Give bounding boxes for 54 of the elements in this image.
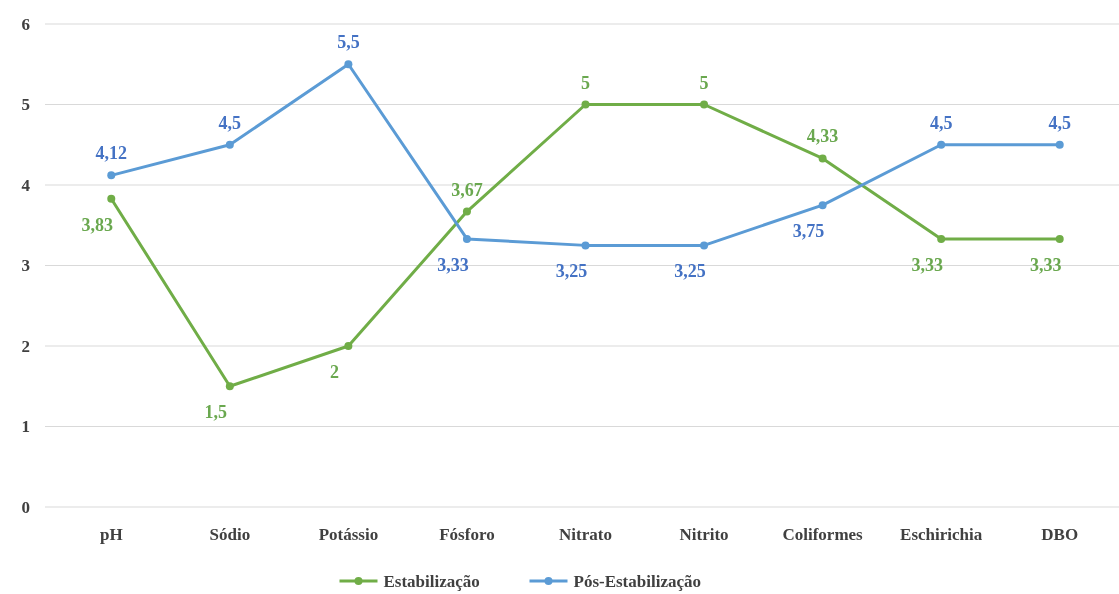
data-label: 5 (581, 72, 590, 93)
point (1055, 234, 1064, 243)
point (1055, 140, 1064, 149)
data-label: 4,5 (1048, 112, 1071, 133)
y-tick-label: 1 (21, 417, 30, 437)
x-tick-label: DBO (1041, 525, 1079, 544)
y-tick-label: 3 (21, 256, 30, 276)
point (462, 234, 471, 243)
x-tick-label: Fósforo (439, 525, 495, 544)
data-label: 5 (699, 72, 709, 93)
data-label: 3,83 (81, 214, 114, 235)
data-label: 3,25 (555, 261, 588, 282)
point (937, 140, 946, 149)
y-tick-label: 6 (21, 14, 30, 34)
data-label: 3,75 (792, 221, 825, 242)
data-label: 3,67 (451, 179, 483, 200)
data-label: 1,5 (204, 402, 228, 423)
point (107, 171, 116, 180)
x-tick-label: Sódio (209, 525, 251, 544)
point (818, 154, 827, 163)
legend-label: Estabilização (383, 571, 480, 591)
data-label: 3,33 (911, 254, 943, 275)
point (700, 100, 709, 109)
point (581, 100, 590, 109)
data-label: 3,25 (674, 261, 706, 282)
point (225, 382, 234, 391)
data-label: 4,33 (806, 126, 839, 147)
y-tick-label: 0 (21, 497, 30, 517)
x-tick-label: Potássio (318, 525, 379, 544)
x-tick-label: Coliformes (782, 525, 864, 544)
point (818, 201, 827, 210)
point (344, 342, 353, 350)
data-label: 3,33 (437, 254, 469, 275)
point (581, 241, 590, 250)
x-tick-label: Eschirichia (900, 525, 983, 544)
data-label: 5,5 (337, 32, 360, 53)
legend-label: Pós-Estabilização (573, 571, 701, 591)
data-label: 4,5 (929, 112, 953, 133)
point (462, 207, 471, 216)
point (344, 60, 353, 69)
y-tick-label: 2 (21, 336, 30, 356)
data-label: 4,12 (95, 143, 128, 164)
y-tick-label: 4 (21, 175, 31, 195)
x-tick-label: Nitrato (559, 525, 612, 544)
x-tick-label: Nitrito (679, 525, 729, 544)
point (937, 234, 946, 243)
x-tick-label: pH (99, 525, 123, 544)
point (225, 140, 234, 149)
data-label: 3,33 (1029, 254, 1062, 275)
point (107, 194, 116, 203)
y-tick-label: 5 (21, 95, 30, 115)
data-label: 4,5 (218, 112, 242, 133)
data-label: 2 (329, 362, 339, 382)
point (700, 241, 709, 250)
